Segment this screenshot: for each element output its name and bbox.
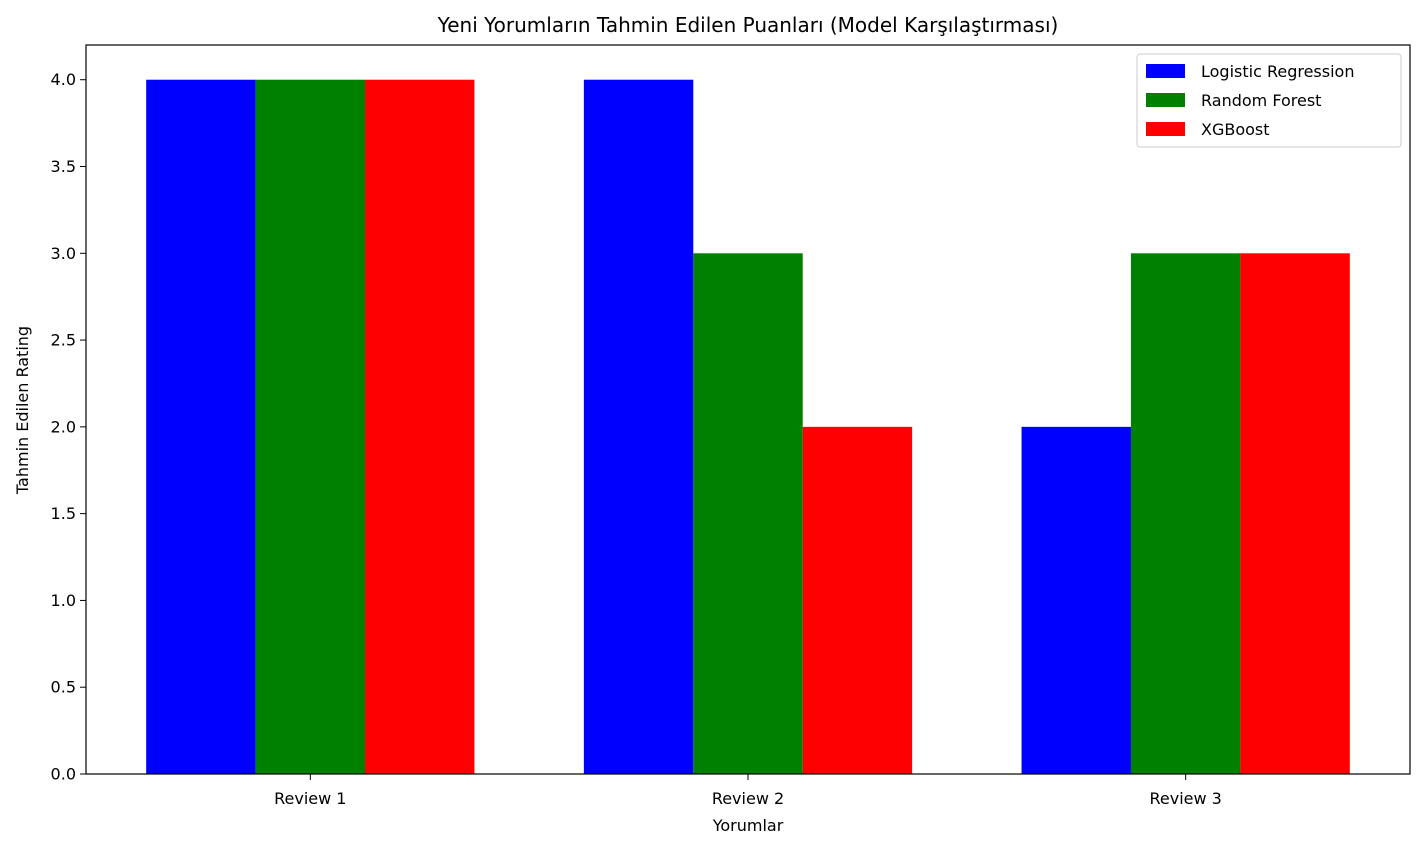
bar-random-forest-review-3	[1130, 253, 1241, 775]
x-axis-title: Yorumlar	[712, 816, 784, 835]
y-tick-label: 3.5	[51, 157, 76, 176]
bar-logistic-regression-review-3	[1021, 426, 1131, 774]
x-axis-ticks: Review 1 Review 2 Review 3	[274, 774, 1222, 808]
bar-xgboost-review-2	[802, 426, 913, 774]
y-tick-label: 2.5	[51, 331, 76, 350]
legend-label-random-forest: Random Forest	[1201, 91, 1321, 110]
bar-xgboost-review-3	[1240, 253, 1350, 775]
bar-random-forest-review-1	[255, 79, 366, 774]
y-tick-label: 1.0	[51, 591, 76, 610]
bar-xgboost-review-1	[365, 79, 475, 774]
y-tick-label: 3.0	[51, 244, 76, 263]
legend-swatch-logistic-regression	[1146, 64, 1185, 78]
bar-logistic-regression-review-1	[146, 79, 256, 774]
bars-group	[146, 79, 1350, 775]
y-tick-label: 0.5	[51, 678, 76, 697]
y-tick-label: 2.0	[51, 417, 76, 436]
legend-box	[1136, 53, 1402, 148]
legend-swatch-random-forest	[1146, 93, 1185, 107]
y-axis-title: Tahmin Edilen Rating	[13, 326, 32, 495]
plot-frame	[85, 44, 1411, 775]
y-tick-label: 1.5	[51, 504, 76, 523]
y-tick-label: 4.0	[51, 70, 76, 89]
y-tick-label: 0.0	[51, 765, 76, 784]
x-tick-label: Review 1	[274, 789, 346, 808]
x-tick-label: Review 2	[712, 789, 784, 808]
legend: Logistic Regression Random Forest XGBoost	[1136, 53, 1402, 148]
chart-title: Yeni Yorumların Tahmin Edilen Puanları (…	[437, 13, 1059, 37]
legend-label-xgboost: XGBoost	[1201, 120, 1270, 139]
bar-random-forest-review-2	[693, 253, 803, 775]
y-axis-ticks: 0.0 0.5 1.0 1.5 2.0 2.5 3.0 3.5 4.0	[51, 70, 86, 784]
x-tick-label: Review 3	[1150, 789, 1222, 808]
legend-swatch-xgboost	[1146, 122, 1185, 136]
legend-label-logistic-regression: Logistic Regression	[1201, 62, 1354, 81]
bar-logistic-regression-review-2	[583, 79, 694, 774]
